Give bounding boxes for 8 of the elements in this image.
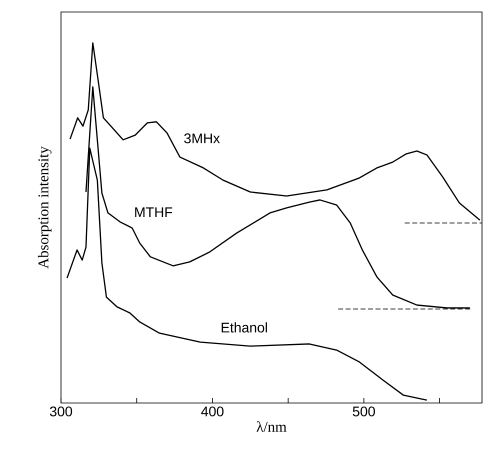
y-axis-title: Absorption intensity — [38, 146, 52, 269]
series-label: MTHF — [135, 207, 172, 217]
series-label: Ethanol — [222, 322, 267, 333]
x-axis-title: λ/nm — [256, 421, 287, 432]
series-label: 3MHx — [184, 133, 220, 144]
x-tick-label: 400 — [201, 406, 224, 416]
x-tick-label: 300 — [50, 406, 72, 416]
x-tick-label: 500 — [352, 406, 375, 416]
